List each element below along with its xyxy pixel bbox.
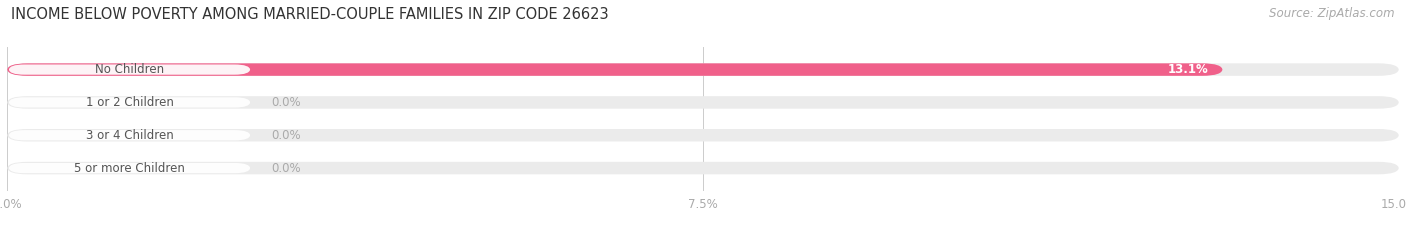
FancyBboxPatch shape bbox=[8, 163, 250, 173]
Text: 0.0%: 0.0% bbox=[271, 161, 301, 175]
Text: 0.0%: 0.0% bbox=[271, 129, 301, 142]
FancyBboxPatch shape bbox=[8, 65, 250, 75]
Text: No Children: No Children bbox=[96, 63, 165, 76]
FancyBboxPatch shape bbox=[7, 162, 1399, 174]
Text: Source: ZipAtlas.com: Source: ZipAtlas.com bbox=[1270, 7, 1395, 20]
Text: 3 or 4 Children: 3 or 4 Children bbox=[86, 129, 173, 142]
FancyBboxPatch shape bbox=[7, 129, 1399, 141]
Text: 5 or more Children: 5 or more Children bbox=[75, 161, 186, 175]
FancyBboxPatch shape bbox=[7, 63, 1223, 76]
FancyBboxPatch shape bbox=[8, 97, 250, 107]
FancyBboxPatch shape bbox=[7, 63, 1399, 76]
Text: 1 or 2 Children: 1 or 2 Children bbox=[86, 96, 173, 109]
Text: 0.0%: 0.0% bbox=[271, 96, 301, 109]
Text: INCOME BELOW POVERTY AMONG MARRIED-COUPLE FAMILIES IN ZIP CODE 26623: INCOME BELOW POVERTY AMONG MARRIED-COUPL… bbox=[11, 7, 609, 22]
FancyBboxPatch shape bbox=[7, 96, 1399, 109]
FancyBboxPatch shape bbox=[8, 130, 250, 140]
Text: 13.1%: 13.1% bbox=[1168, 63, 1209, 76]
